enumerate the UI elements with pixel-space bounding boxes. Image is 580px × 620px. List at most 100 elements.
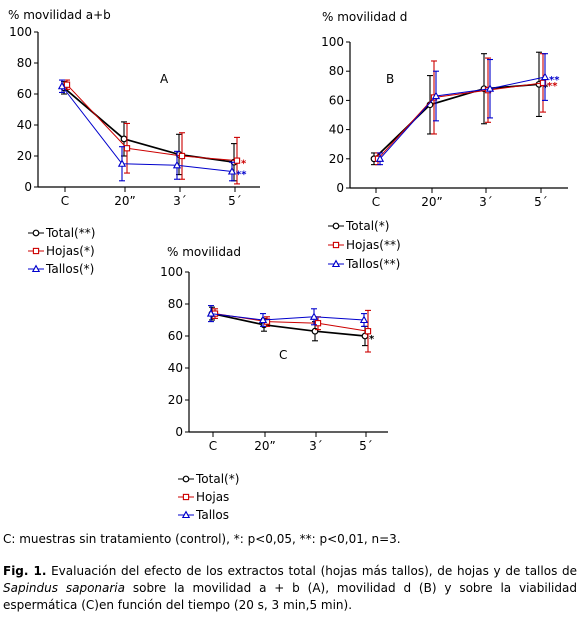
data-point — [364, 328, 372, 335]
legend-marker — [332, 222, 340, 230]
data-point — [123, 145, 131, 152]
series-hojas — [211, 308, 372, 353]
legend-marker — [32, 247, 40, 255]
y-tick-label: 60 — [329, 93, 344, 107]
x-tick-label: 20” — [114, 194, 136, 208]
legend-marker — [181, 510, 191, 519]
data-point — [117, 159, 127, 167]
legend-item-total: Total(*) — [178, 472, 239, 486]
series-hojas: ** — [374, 53, 558, 166]
legend-label: Tallos — [195, 508, 229, 522]
data-point — [539, 79, 547, 87]
x-tick-label: 20” — [421, 195, 443, 209]
chart-2: % movilidad d B 0 20 40 60 80 100 C 20” 3´ 5´ ***** T… — [321, 10, 568, 271]
legend-label: Tallos(*) — [45, 262, 94, 276]
series-tallos — [206, 305, 369, 327]
data-point — [63, 81, 71, 88]
y-tick-label: 60 — [168, 329, 183, 343]
chart-title: % movilidad — [167, 245, 241, 259]
legend-marker — [31, 264, 41, 273]
legend-item-hojas: Hojas — [178, 490, 229, 504]
series-line — [377, 82, 544, 160]
chart-title: % movilidad d — [322, 10, 407, 24]
significance-mark: * — [369, 334, 375, 345]
data-point — [233, 157, 241, 164]
y-tick-label: 40 — [168, 361, 183, 375]
legend-item-total: Total(*) — [328, 219, 389, 233]
x-tick-label: 5´ — [359, 439, 373, 453]
data-point — [57, 81, 67, 90]
y-tick-label: 80 — [329, 64, 344, 78]
significance-mark: ** — [547, 81, 558, 92]
series-line — [61, 85, 233, 172]
y-tick-label: 80 — [168, 297, 183, 311]
significance-mark: ** — [549, 75, 560, 86]
data-point — [172, 160, 182, 169]
x-tick-label: C — [209, 439, 217, 453]
y-tick-label: 100 — [321, 35, 344, 49]
data-point — [178, 152, 186, 160]
data-point — [258, 315, 268, 324]
data-point — [206, 309, 216, 317]
panel-label: C — [279, 348, 287, 362]
legend-item-tallos: Tallos(*) — [28, 262, 94, 276]
series-total — [60, 81, 238, 182]
series-hojas: * — [63, 79, 247, 185]
series-line — [373, 83, 540, 160]
x-tick-label: 5´ — [228, 194, 242, 208]
y-tick-label: 0 — [175, 425, 183, 439]
legend-marker — [182, 493, 190, 501]
legend-marker — [182, 475, 190, 483]
legend-marker — [331, 259, 341, 268]
y-tick-label: 40 — [17, 118, 32, 132]
legend-item-hojas: Hojas(*) — [28, 244, 95, 258]
y-tick-label: 100 — [160, 265, 183, 279]
series-line — [210, 313, 365, 321]
series-line — [66, 84, 238, 162]
y-tick-label: 20 — [329, 152, 344, 166]
legend-label: Total(*) — [195, 472, 239, 486]
caption-text-1: Evaluación del efecto de los extractos t… — [46, 564, 578, 578]
legend-label: Hojas(*) — [46, 244, 95, 258]
significance-mark: * — [241, 159, 247, 170]
y-tick-label: 40 — [329, 123, 344, 137]
chart-1: % movilidad a+b A 0 20 40 60 80 100 C 20” 3´ 5´ *** T… — [8, 8, 260, 276]
y-tick-label: 100 — [9, 25, 32, 39]
data-point — [227, 167, 237, 175]
legend-item-tallos: Tallos — [178, 508, 229, 522]
x-tick-label: 3´ — [173, 194, 187, 208]
data-point — [375, 154, 385, 162]
y-tick-label: 0 — [336, 181, 344, 195]
y-tick-label: 20 — [17, 149, 32, 163]
legend-item-tallos: Tallos(**) — [328, 257, 400, 271]
series-line — [379, 76, 546, 160]
panel-label: B — [386, 72, 394, 86]
significance-note: C: muestras sin tratamiento (control), *… — [3, 532, 401, 546]
data-point — [120, 135, 128, 143]
series-tallos: ** — [57, 79, 247, 182]
legend-label: Hojas(**) — [346, 238, 401, 252]
series-line — [211, 312, 366, 337]
caption-text-2: sobre la movilidad a + b (A), movilidad … — [3, 581, 577, 612]
y-tick-label: 20 — [168, 393, 183, 407]
legend-label: Total(*) — [345, 219, 389, 233]
x-tick-label: 3´ — [309, 439, 323, 453]
significance-mark: ** — [236, 170, 247, 181]
data-point — [485, 84, 495, 92]
significance-mark: * — [543, 82, 549, 93]
series-tallos: ** — [375, 53, 560, 166]
y-tick-label: 80 — [17, 56, 32, 70]
chart-3: % movilidad C 0 20 40 60 80 100 C 20” 3´ 5´ * Total(*… — [160, 245, 388, 522]
data-point — [309, 312, 319, 320]
legend-item-total: Total(**) — [28, 226, 95, 240]
data-point — [314, 320, 322, 327]
x-tick-label: C — [61, 194, 69, 208]
series-total: * — [208, 306, 375, 347]
figure-caption: Fig. 1. Evaluación del efecto de los ext… — [3, 563, 577, 614]
x-tick-label: 3´ — [479, 195, 493, 209]
x-tick-label: 20” — [254, 439, 276, 453]
legend-marker — [32, 229, 40, 237]
y-tick-label: 60 — [17, 87, 32, 101]
legend-item-hojas: Hojas(**) — [328, 238, 401, 252]
